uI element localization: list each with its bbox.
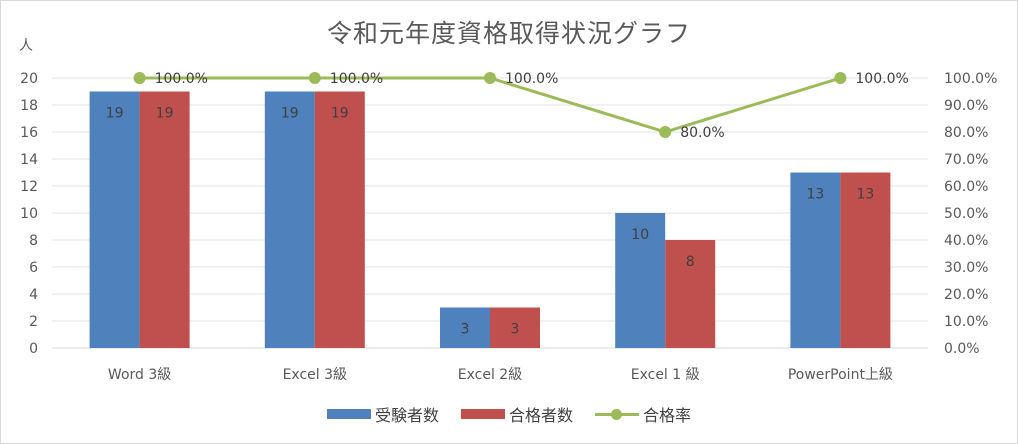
bar-data-label: 3 — [461, 322, 470, 338]
bar — [790, 172, 841, 348]
rate-data-label: 80.0% — [680, 125, 724, 141]
rate-data-label: 100.0% — [155, 71, 208, 87]
bar — [615, 213, 666, 348]
legend-label-rate: 合格率 — [643, 406, 692, 425]
bar — [264, 91, 315, 348]
bar-data-label: 13 — [806, 187, 824, 203]
category-label: PowerPoint上級 — [788, 367, 893, 383]
rate-point — [308, 72, 321, 84]
y2-tick-label: 80.0% — [944, 125, 988, 141]
y-tick-label: 2 — [29, 314, 38, 330]
bar-data-label: 13 — [856, 187, 874, 203]
bar — [490, 307, 540, 348]
y2-tick-label: 40.0% — [944, 233, 988, 249]
bar-data-label: 19 — [281, 106, 299, 122]
bar — [314, 91, 365, 348]
y-tick-label: 6 — [29, 260, 38, 276]
legend-item-passed: 合格者数 — [460, 402, 573, 426]
y-tick-label: 12 — [20, 179, 38, 195]
legend-swatch-rate — [595, 409, 639, 420]
y-tick-label: 4 — [29, 287, 38, 303]
rate-point — [834, 72, 847, 84]
bar — [139, 91, 190, 348]
bar-data-label: 10 — [631, 227, 649, 243]
chart-title: 令和元年度資格取得状況グラフ — [326, 19, 691, 48]
bar-data-label: 19 — [331, 106, 349, 122]
legend-swatch-passed — [460, 409, 505, 419]
category-label: Excel 3級 — [283, 367, 347, 383]
bar — [440, 307, 490, 348]
y2-tick-label: 0.0% — [944, 341, 980, 357]
y2-tick-label: 30.0% — [944, 260, 988, 276]
bar — [840, 172, 891, 348]
y-tick-label: 16 — [20, 125, 38, 141]
y-tick-label: 20 — [20, 71, 38, 87]
bar-data-label: 3 — [511, 322, 520, 338]
category-label: Excel 2級 — [458, 367, 522, 383]
y-tick-label: 0 — [29, 341, 38, 357]
y2-tick-label: 90.0% — [944, 98, 988, 114]
legend-label-applicants: 受験者数 — [374, 406, 439, 425]
y2-tick-label: 70.0% — [944, 152, 988, 168]
bar — [89, 91, 140, 348]
y-tick-label: 18 — [20, 98, 38, 114]
y2-tick-label: 10.0% — [944, 314, 988, 330]
category-label: Excel 1 級 — [631, 367, 700, 383]
rate-point — [659, 126, 672, 138]
y-tick-label: 8 — [29, 233, 38, 249]
legend: 受験者数 合格者数 合格率 — [0, 402, 1018, 426]
y-tick-label: 14 — [20, 152, 38, 168]
y2-tick-label: 100.0% — [944, 71, 997, 87]
bar-data-label: 19 — [106, 106, 124, 122]
bar-data-label: 19 — [156, 106, 174, 122]
rate-data-label: 100.0% — [855, 71, 908, 87]
legend-swatch-applicants — [326, 409, 371, 419]
legend-label-passed: 合格者数 — [508, 406, 573, 425]
y2-tick-label: 60.0% — [944, 179, 988, 195]
rate-data-label: 100.0% — [330, 71, 383, 87]
y2-tick-label: 20.0% — [944, 287, 988, 303]
rate-point — [133, 72, 146, 84]
y-unit-label: 人 — [19, 38, 33, 54]
y2-tick-label: 50.0% — [944, 206, 988, 222]
rate-data-label: 100.0% — [505, 71, 558, 87]
category-label: Word 3級 — [108, 367, 171, 383]
y-tick-label: 10 — [20, 206, 38, 222]
legend-item-rate: 合格率 — [595, 402, 691, 426]
rate-point — [484, 72, 496, 84]
bar-data-label: 8 — [686, 254, 695, 270]
bar — [665, 240, 716, 348]
legend-item-applicants: 受験者数 — [326, 402, 439, 426]
